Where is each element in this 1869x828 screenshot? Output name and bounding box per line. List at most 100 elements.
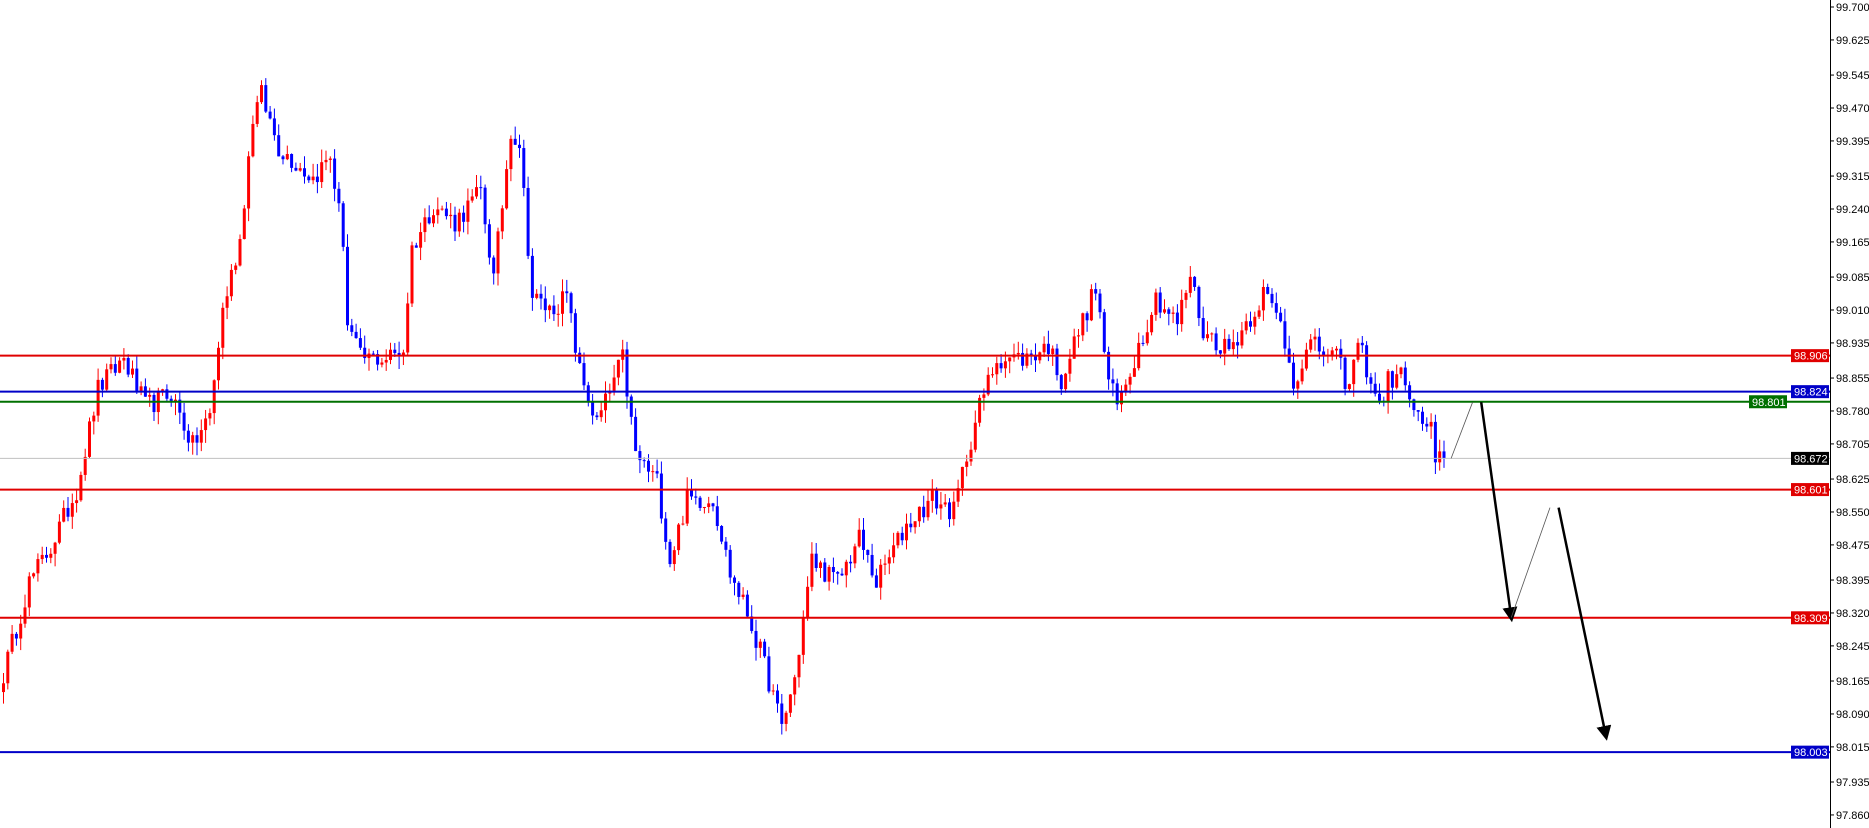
projection-line[interactable] (1450, 402, 1473, 459)
candle-body (707, 503, 711, 508)
candle-body (186, 430, 190, 443)
candle-body (986, 374, 990, 395)
candle (1270, 288, 1274, 308)
candle (1257, 305, 1261, 319)
candle-body (19, 623, 23, 639)
candle-body (767, 656, 771, 692)
candle (1421, 406, 1424, 431)
candle (1008, 357, 1012, 374)
candle-body (1145, 332, 1149, 344)
y-tick-label: 98.245 (1836, 641, 1869, 653)
candle (401, 349, 405, 366)
candle-body (1197, 286, 1201, 319)
candle-body (131, 368, 134, 375)
candle-body (681, 523, 685, 525)
candle-body (346, 246, 349, 326)
y-tick-label: 99.545 (1836, 70, 1869, 82)
candle (186, 424, 190, 452)
candle-body (371, 353, 375, 355)
candle (1292, 352, 1295, 396)
candle (410, 241, 414, 307)
y-tick-label: 98.395 (1836, 575, 1869, 587)
candle (948, 498, 951, 528)
candle (414, 242, 418, 248)
candle (500, 205, 504, 240)
candle (1339, 339, 1343, 370)
candle-body (341, 203, 345, 247)
candle-body (599, 410, 603, 418)
candle-body (27, 576, 31, 608)
candle (229, 264, 233, 301)
candle-body (522, 148, 526, 188)
candle (27, 572, 31, 617)
candle (758, 638, 762, 658)
candle (707, 496, 711, 514)
candles (2, 78, 1446, 735)
candle (741, 587, 745, 600)
candle (677, 523, 681, 555)
candle (767, 646, 771, 694)
projection-arrow[interactable] (1479, 402, 1518, 623)
horizontal-levels (0, 354, 1830, 754)
candle (1408, 381, 1412, 408)
candle-body (1313, 336, 1317, 340)
candle (53, 541, 57, 567)
candle-body (702, 507, 706, 509)
candle (991, 367, 994, 378)
candle-body (225, 296, 229, 308)
candle-body (788, 694, 792, 713)
candle-body (62, 507, 66, 522)
candle (724, 537, 728, 557)
candle-body (199, 430, 203, 443)
candle (1425, 417, 1429, 432)
candle-body (217, 347, 220, 381)
y-tick-label: 98.625 (1836, 474, 1869, 486)
candle (905, 513, 908, 550)
candle (1098, 288, 1102, 319)
candle-body (1068, 358, 1072, 374)
candle (638, 445, 642, 474)
candle (1352, 359, 1356, 397)
candle-body (45, 554, 48, 558)
candle (745, 590, 749, 619)
candle (664, 512, 668, 550)
candle-body (518, 144, 521, 149)
candle-body (1227, 338, 1231, 350)
candle-body (1184, 292, 1188, 300)
candle-body (1107, 351, 1111, 380)
candle (995, 356, 999, 385)
projection-arrow[interactable] (1557, 507, 1612, 741)
candle-body (1180, 299, 1184, 325)
candle-body (638, 451, 642, 461)
candle (380, 357, 384, 368)
candle-body (926, 500, 930, 518)
candle (1240, 321, 1244, 349)
candle-body (1042, 343, 1046, 353)
projection-arrows (1450, 402, 1612, 741)
candle-body (776, 690, 779, 704)
candle-body (793, 677, 797, 695)
candle-body (1154, 292, 1158, 315)
candle-body (556, 313, 560, 315)
candle-body (165, 389, 169, 399)
y-tick-label: 98.165 (1836, 676, 1869, 688)
y-tick-label: 98.015 (1836, 742, 1869, 754)
projection-line[interactable] (1510, 507, 1551, 618)
candle (1279, 306, 1283, 323)
candle (999, 354, 1003, 373)
candle (1072, 328, 1076, 359)
candle-body (118, 360, 122, 373)
candle-body (470, 196, 474, 201)
candle (83, 448, 87, 481)
candle (191, 431, 195, 455)
candle-body (1442, 451, 1446, 459)
candle (625, 341, 629, 409)
candle (19, 614, 23, 651)
candle-body (350, 325, 354, 332)
candle (1085, 311, 1089, 332)
candle-body (754, 630, 758, 648)
candle-body (1373, 383, 1377, 394)
candle (272, 108, 276, 141)
candle-body (892, 545, 896, 558)
candle (475, 174, 478, 199)
